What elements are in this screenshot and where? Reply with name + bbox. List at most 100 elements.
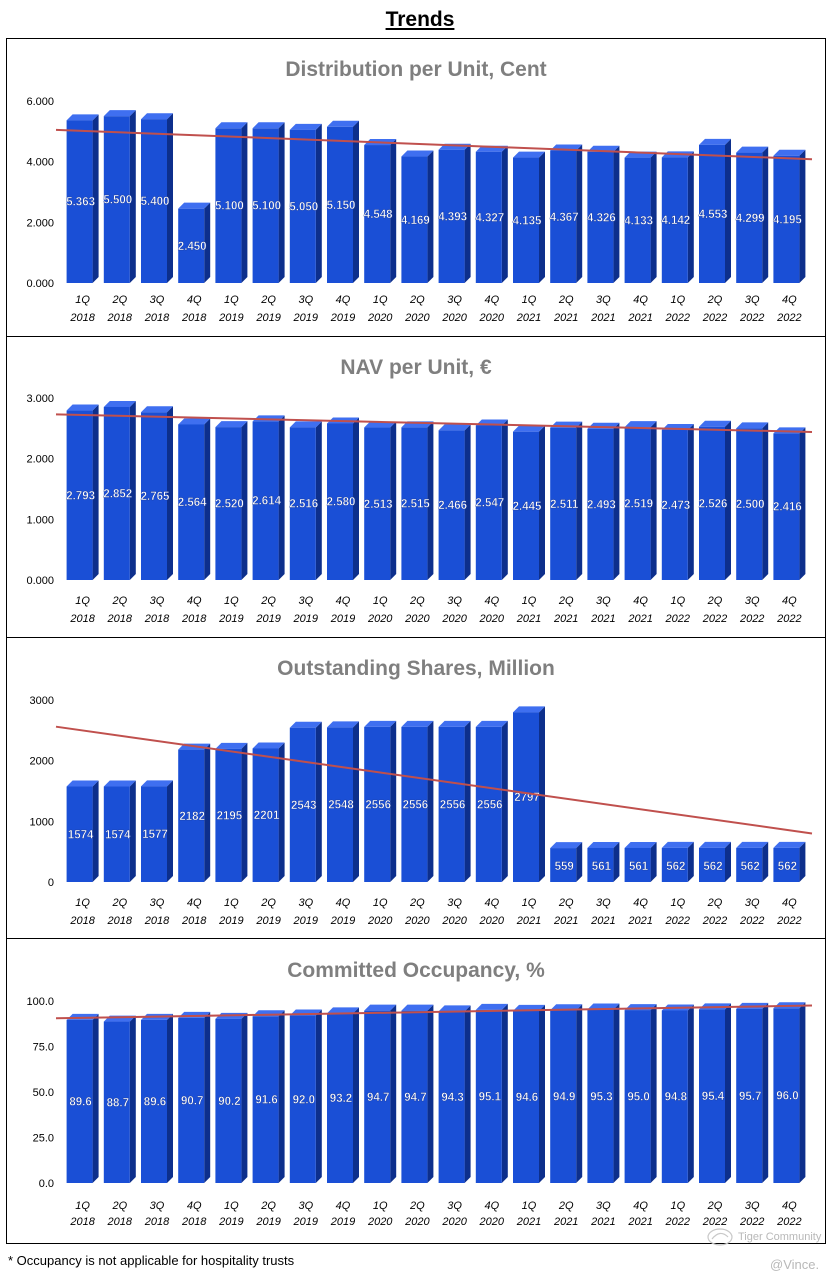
x-tick-label-quarter: 1Q	[373, 595, 388, 607]
bar-side	[353, 417, 359, 580]
x-tick-label-quarter: 1Q	[75, 595, 90, 607]
data-label: 88.7	[107, 1097, 129, 1109]
x-tick-label-quarter: 4Q	[633, 897, 648, 909]
bar	[587, 151, 614, 283]
data-label: 4.169	[401, 215, 430, 227]
trend-line	[55, 128, 813, 161]
bar-side	[427, 1004, 434, 1183]
x-tick-label-year: 2020	[479, 915, 505, 927]
bar	[475, 151, 502, 283]
bar	[624, 1010, 651, 1183]
x-tick-label-year: 2019	[255, 1216, 280, 1228]
data-label: 561	[592, 861, 612, 873]
bar	[66, 786, 93, 882]
x-tick-label-quarter: 4Q	[484, 595, 499, 607]
bar	[699, 144, 725, 283]
x-tick-label-quarter: 3Q	[745, 595, 760, 607]
y-tick-label: 2.000	[26, 217, 54, 229]
data-label: 92.0	[293, 1094, 315, 1106]
bar-side	[390, 139, 397, 283]
x-tick-label-year: 2020	[404, 915, 430, 927]
bar-top	[178, 202, 211, 209]
bar-top	[289, 421, 322, 428]
bar-side	[129, 1015, 136, 1183]
bar-top	[475, 720, 508, 727]
data-label: 2.547	[475, 498, 504, 510]
chart-title: Distribution per Unit, Cent	[285, 58, 546, 81]
bar	[401, 726, 428, 882]
bar-side	[464, 424, 471, 580]
bar	[289, 427, 316, 580]
bar-top	[438, 720, 471, 727]
x-tick-label-year: 2020	[479, 312, 505, 324]
bar	[624, 427, 651, 580]
data-label: 2.511	[550, 499, 579, 511]
data-label: 562	[703, 861, 722, 873]
x-tick-label-year: 2018	[69, 1216, 95, 1228]
y-tick-label: 1.000	[26, 514, 54, 526]
bar-top	[327, 721, 359, 728]
bar	[587, 428, 614, 580]
bar-top	[141, 113, 173, 120]
x-tick-label-year: 2022	[665, 613, 690, 625]
bar-top	[103, 400, 136, 407]
bar	[624, 157, 651, 283]
x-tick-label-quarter: 2Q	[409, 1200, 425, 1212]
x-tick-label-year: 2021	[553, 915, 578, 927]
x-tick-label-quarter: 2Q	[111, 1200, 127, 1212]
bar-side	[725, 420, 731, 580]
x-tick-label-quarter: 1Q	[670, 595, 685, 607]
x-tick-label-quarter: 4Q	[336, 294, 351, 306]
x-tick-label-quarter: 3Q	[298, 897, 313, 909]
bar-top	[401, 720, 434, 727]
bar-side	[353, 721, 359, 882]
y-tick-label: 2000	[30, 756, 54, 768]
bar-top	[438, 1005, 471, 1012]
bar-side	[390, 1004, 397, 1183]
bar	[513, 712, 539, 882]
bar-side	[204, 202, 211, 283]
x-tick-label-year: 2018	[107, 1216, 133, 1228]
bar	[736, 152, 763, 283]
data-label: 5.100	[252, 201, 281, 213]
chart-outstanding-shares: Outstanding Shares, Million 0 1000 2000 3000…	[6, 638, 826, 939]
bar-side	[576, 1004, 583, 1183]
x-tick-label-quarter: 2Q	[707, 897, 723, 909]
bar-side	[613, 1003, 620, 1183]
x-tick-label-year: 2019	[293, 312, 318, 324]
bar-top	[252, 122, 285, 129]
x-tick-label-year: 2021	[590, 1216, 615, 1228]
bar-side	[762, 146, 769, 283]
bar-side	[353, 1007, 359, 1183]
x-tick-label-quarter: 2Q	[409, 294, 425, 306]
bar-side	[464, 1005, 471, 1183]
x-tick-label-quarter: 1Q	[75, 1200, 90, 1212]
bar	[513, 157, 539, 283]
bar-side	[241, 421, 248, 580]
data-label: 4.548	[364, 209, 393, 221]
bar-top	[624, 421, 657, 428]
bar-side	[204, 743, 211, 882]
data-label: 2.852	[103, 488, 132, 500]
bar	[699, 1009, 725, 1183]
bar-top	[587, 841, 620, 848]
data-label: 2.564	[178, 497, 207, 509]
bar	[364, 427, 391, 580]
chart-svg-distribution: Distribution per Unit, Cent 0.000 2.000 4.0…	[26, 58, 813, 324]
bar-side	[687, 1004, 694, 1183]
bar-side	[539, 706, 545, 882]
bar-top	[66, 114, 99, 121]
bar-top	[289, 123, 322, 130]
data-label: 2.416	[773, 502, 802, 514]
bar-side	[315, 1009, 322, 1183]
data-label: 5.500	[103, 195, 132, 207]
x-tick-label-quarter: 4Q	[336, 1200, 351, 1212]
x-tick-label-year: 2018	[69, 312, 95, 324]
bar-side	[650, 421, 657, 580]
bar-side	[501, 145, 508, 283]
data-label: 2548	[328, 800, 354, 812]
bar	[401, 427, 428, 580]
bar-side	[129, 110, 136, 284]
trend-line	[55, 1004, 813, 1020]
bar-side	[427, 720, 434, 882]
